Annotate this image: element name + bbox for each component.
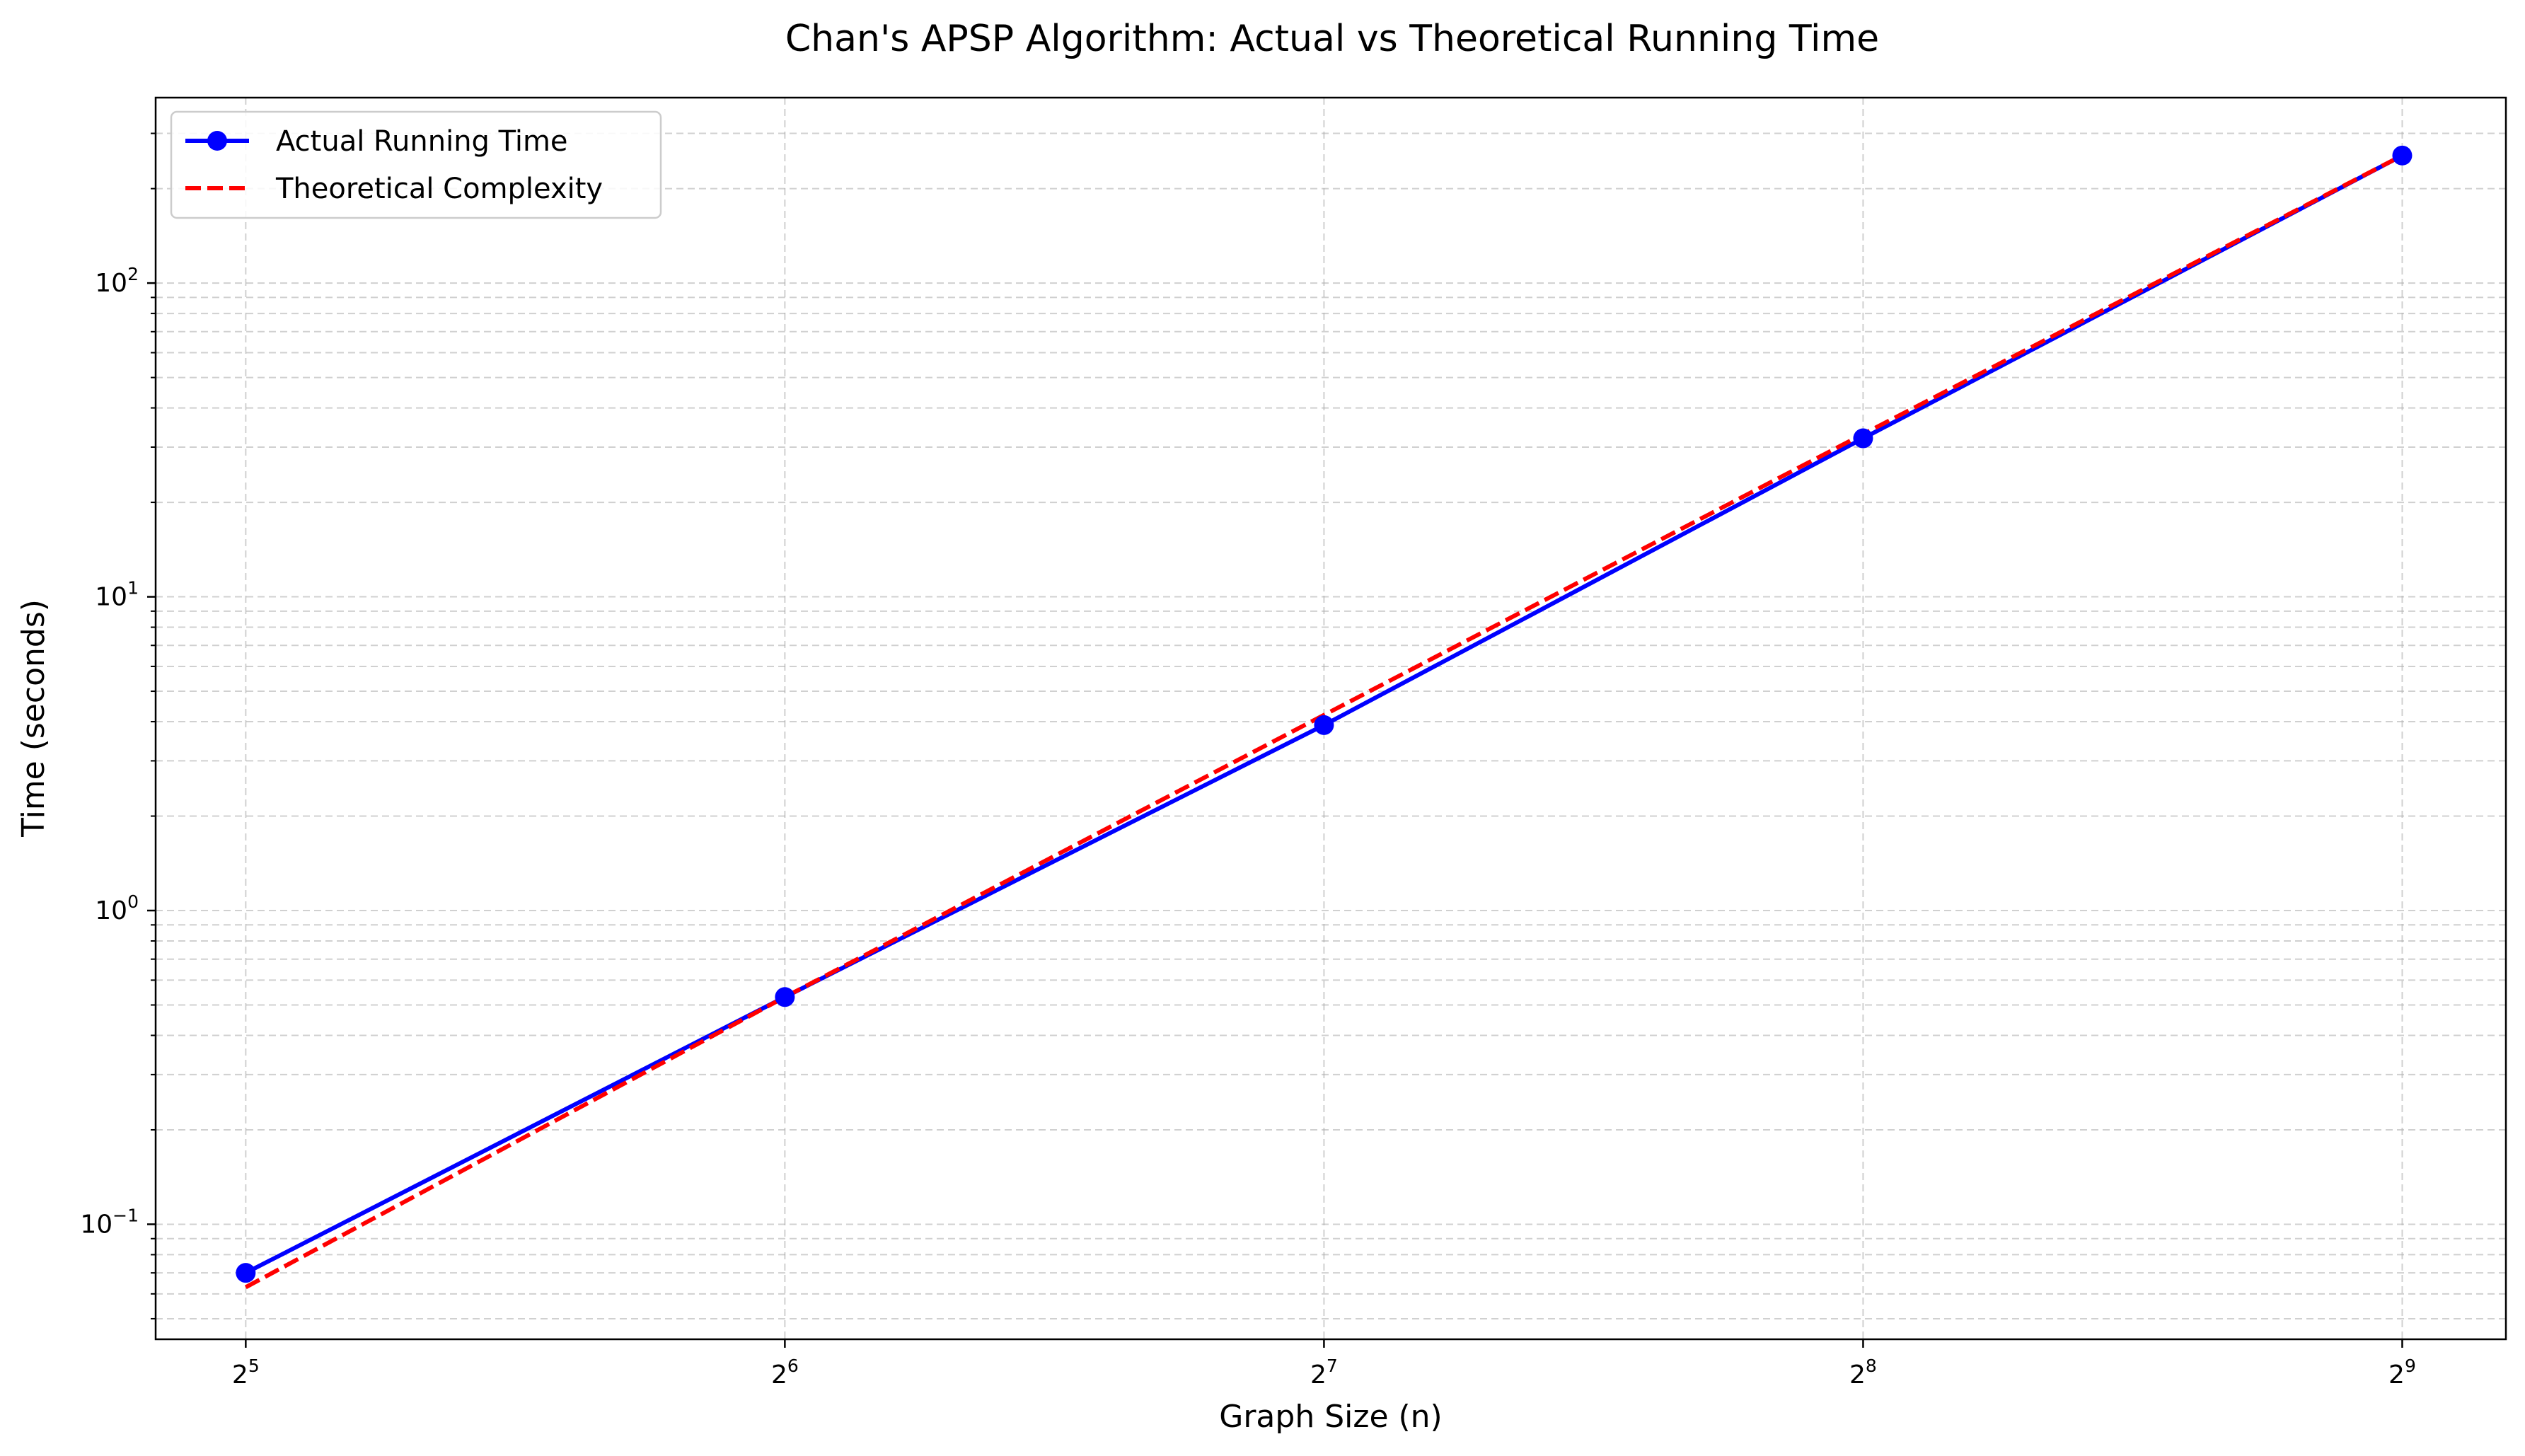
y-tick-label: 102 (95, 264, 139, 298)
legend-box (170, 110, 662, 219)
legend-label-theoretical: Theoretical Complexity (275, 173, 603, 205)
legend: Actual Running Time Theoretical Complexi… (170, 110, 662, 219)
data-point-actual (2392, 145, 2413, 166)
x-tick-label: 25 (232, 1356, 260, 1389)
series-line-theoretical (244, 154, 2403, 1290)
x-axis-label: Graph Size (n) (1219, 1399, 1442, 1435)
data-point-actual (236, 1263, 256, 1283)
grid (156, 98, 2506, 1339)
data-point-actual (1314, 715, 1334, 735)
y-axis-label: Time (seconds) (16, 599, 52, 838)
x-tick-label: 29 (2388, 1356, 2416, 1389)
y-tick-label: 101 (95, 578, 139, 612)
plot-frame (154, 96, 2507, 1341)
ticks: 25 26 27 28 29 10−1 100 101 102 (80, 132, 2416, 1389)
x-tick-label: 26 (771, 1356, 799, 1389)
series-layer (236, 145, 2413, 1290)
legend-label-actual: Actual Running Time (276, 125, 568, 158)
y-tick-label: 100 (95, 891, 139, 925)
x-tick-label: 28 (1849, 1356, 1877, 1389)
y-tick-label: 10−1 (80, 1205, 139, 1239)
legend-marker-actual (207, 131, 227, 151)
x-tick-label: 27 (1310, 1356, 1338, 1389)
data-point-actual (1853, 428, 1873, 449)
chart-title: Chan's APSP Algorithm: Actual vs Theoret… (785, 18, 1879, 60)
data-point-actual (775, 987, 795, 1007)
